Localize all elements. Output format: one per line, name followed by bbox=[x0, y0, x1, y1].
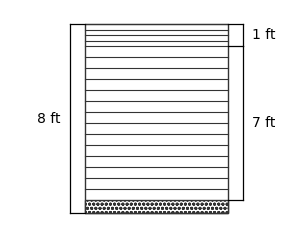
Text: 1 ft: 1 ft bbox=[252, 28, 276, 42]
Bar bbox=[85, 200, 228, 213]
Text: 8 ft: 8 ft bbox=[37, 112, 61, 126]
Bar bbox=[85, 200, 228, 213]
Text: 7 ft: 7 ft bbox=[252, 116, 275, 130]
Bar bbox=[85, 24, 228, 213]
